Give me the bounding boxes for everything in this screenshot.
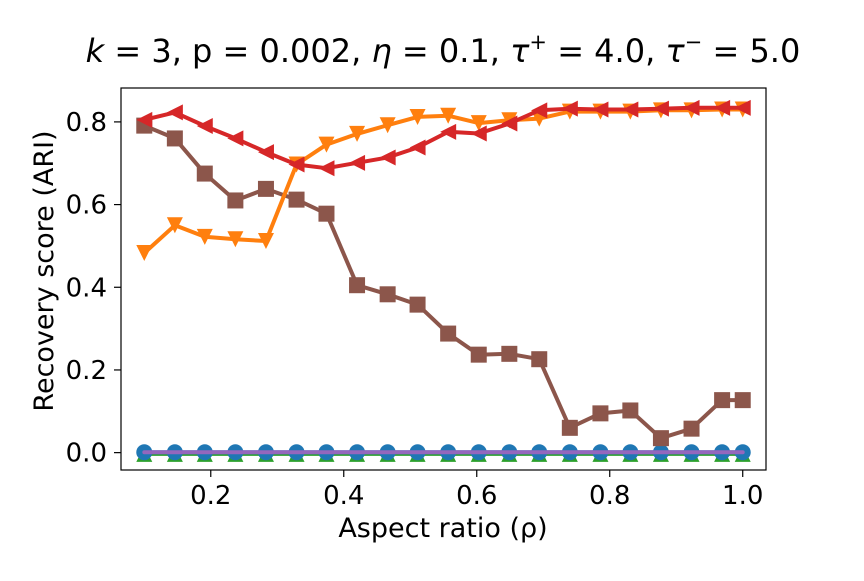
data-point bbox=[379, 149, 396, 166]
data-point bbox=[531, 102, 548, 119]
data-point bbox=[166, 104, 183, 121]
data-point bbox=[531, 351, 548, 368]
y-axis-label: Recovery score (ARI) bbox=[29, 130, 60, 411]
data-point bbox=[166, 130, 183, 147]
data-point bbox=[318, 160, 335, 177]
data-point bbox=[734, 392, 751, 409]
data-point bbox=[622, 101, 639, 118]
y-tick-label: 0.8 bbox=[66, 108, 107, 138]
data-point bbox=[227, 231, 244, 248]
data-point bbox=[257, 144, 274, 161]
y-tick-label: 0.6 bbox=[66, 191, 107, 221]
data-point bbox=[257, 232, 274, 249]
data-point bbox=[714, 99, 731, 116]
data-point bbox=[714, 392, 731, 409]
data-point bbox=[440, 123, 457, 140]
title-tau-minus-sup: − bbox=[685, 30, 703, 54]
data-point bbox=[379, 117, 396, 134]
data-point bbox=[196, 228, 213, 245]
title-tau-plus: τ bbox=[510, 32, 530, 70]
data-point bbox=[288, 191, 305, 208]
y-tick-label: 0.4 bbox=[66, 273, 107, 303]
chart-title: k = 3, p = 0.002, η = 0.1, τ+ = 4.0, τ− … bbox=[86, 30, 801, 70]
data-point bbox=[196, 118, 213, 135]
data-point bbox=[318, 205, 335, 222]
data-point bbox=[349, 125, 366, 142]
title-tau-minus: τ bbox=[665, 32, 685, 70]
data-point bbox=[683, 99, 700, 116]
x-axis-label: Aspect ratio (ρ) bbox=[338, 513, 547, 544]
data-point bbox=[136, 244, 153, 261]
data-point bbox=[227, 192, 244, 209]
data-point bbox=[349, 154, 366, 171]
data-point bbox=[227, 130, 244, 147]
data-point bbox=[440, 107, 457, 124]
plot-area bbox=[120, 87, 767, 471]
data-point bbox=[409, 296, 426, 313]
data-point bbox=[379, 286, 396, 303]
data-point bbox=[652, 430, 669, 447]
data-point bbox=[501, 345, 518, 362]
data-point bbox=[561, 100, 578, 117]
data-point bbox=[734, 99, 751, 116]
data-point bbox=[440, 325, 457, 342]
data-point bbox=[136, 111, 153, 128]
data-point bbox=[318, 136, 335, 153]
data-point bbox=[592, 101, 609, 118]
data-point bbox=[622, 402, 639, 419]
data-point bbox=[409, 139, 426, 156]
data-point bbox=[501, 115, 518, 132]
title-tau-minus-rest: = 5.0 bbox=[702, 32, 800, 70]
data-point bbox=[470, 115, 487, 132]
data-point bbox=[257, 180, 274, 197]
x-tick-label: 1.0 bbox=[722, 481, 763, 511]
data-point bbox=[349, 277, 366, 294]
data-point bbox=[166, 217, 183, 234]
data-point bbox=[652, 100, 669, 117]
y-axis-ticks: 0.0 0.2 0.4 0.6 0.8 bbox=[66, 108, 121, 469]
data-point bbox=[288, 156, 305, 173]
triangle-left-series bbox=[136, 99, 751, 177]
y-tick-label: 0.2 bbox=[66, 356, 107, 386]
square-series bbox=[136, 117, 751, 447]
title-k-rest: = 3, p = 0.002, bbox=[104, 32, 371, 70]
title-eta-rest: = 0.1, bbox=[392, 32, 510, 70]
title-tau-plus-sup: + bbox=[529, 30, 547, 54]
x-axis-ticks: 0.2 0.4 0.6 0.8 1.0 bbox=[190, 470, 763, 511]
y-tick-label: 0.0 bbox=[66, 439, 107, 469]
data-point bbox=[470, 346, 487, 363]
x-tick-label: 0.6 bbox=[456, 481, 497, 511]
data-point bbox=[683, 420, 700, 437]
data-point bbox=[561, 419, 578, 436]
x-tick-label: 0.4 bbox=[323, 481, 364, 511]
data-point bbox=[196, 165, 213, 182]
data-point bbox=[470, 125, 487, 142]
x-tick-label: 0.2 bbox=[190, 481, 231, 511]
data-point bbox=[592, 405, 609, 422]
x-tick-label: 0.8 bbox=[589, 481, 630, 511]
data-point bbox=[409, 108, 426, 125]
title-k: k bbox=[86, 32, 106, 70]
axes-frame bbox=[120, 87, 767, 471]
title-eta: η bbox=[371, 32, 391, 70]
title-tau-plus-rest: = 4.0, bbox=[547, 32, 665, 70]
